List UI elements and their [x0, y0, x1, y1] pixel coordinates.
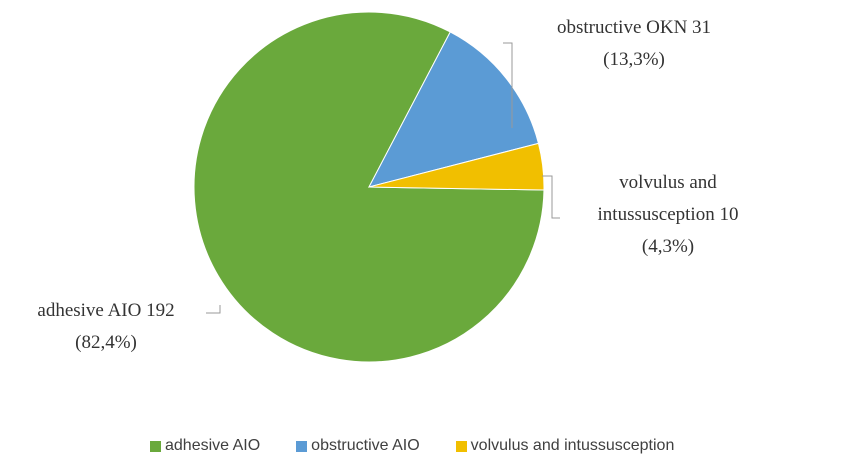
data-label-obstructive-name: obstructive OKN 31	[557, 17, 711, 38]
data-label-volvulus-percent: (4,3%)	[642, 236, 694, 257]
legend-label-adhesive: adhesive AIO	[165, 437, 261, 454]
legend-item-adhesive: adhesive AIO	[150, 437, 260, 455]
legend-swatch-obstructive	[296, 440, 308, 452]
legend: adhesive AIO obstructive AIO volvulus an…	[150, 434, 674, 458]
legend-item-obstructive: obstructive AIO	[296, 437, 420, 455]
data-label-adhesive-name: adhesive AIO 192	[37, 300, 174, 321]
data-label-volvulus-line1: volvulus and	[619, 172, 717, 193]
leader-line-obstructive	[503, 42, 513, 128]
legend-swatch-volvulus	[455, 440, 467, 452]
pie-slice-volvulus	[368, 142, 545, 191]
data-label-volvulus-line2: intussusception 10	[598, 204, 739, 225]
legend-item-volvulus: volvulus and intussusception	[455, 437, 675, 455]
legend-swatch-adhesive	[150, 440, 161, 452]
pie-slices	[193, 11, 545, 363]
legend-label-obstructive: obstructive AIO	[311, 437, 420, 454]
leader-line-adhesive	[206, 305, 221, 314]
pie-slice-obstructive	[368, 31, 540, 188]
legend-label-volvulus: volvulus and intussusception	[470, 437, 675, 454]
data-label-adhesive-percent: (82,4%)	[75, 332, 137, 353]
data-label-obstructive-percent: (13,3%)	[603, 49, 665, 70]
leader-line-volvulus	[542, 175, 560, 219]
